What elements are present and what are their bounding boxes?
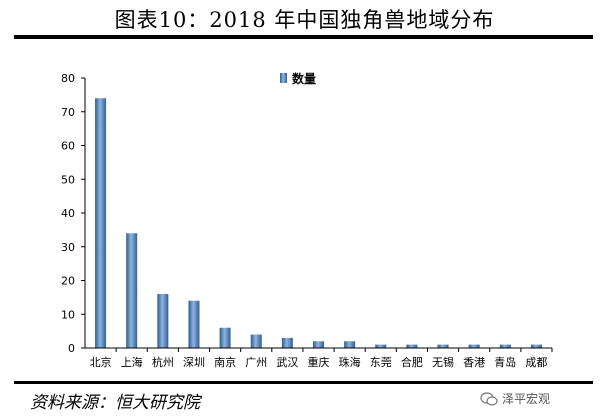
legend-swatch — [280, 73, 287, 83]
y-tick-label: 50 — [61, 173, 75, 186]
bar-北京 — [95, 98, 107, 348]
top-rule — [14, 35, 593, 39]
bar-上海 — [126, 233, 138, 348]
x-tick-label: 深圳 — [183, 356, 205, 369]
x-tick-label: 东莞 — [370, 356, 392, 369]
x-tick-label: 合肥 — [401, 355, 423, 369]
y-tick-label: 60 — [61, 140, 75, 153]
bar-重庆 — [313, 341, 324, 348]
source-note: 资料来源：恒大研究院 — [30, 393, 200, 413]
x-tick-label: 南京 — [214, 355, 236, 369]
bar-杭州 — [157, 294, 169, 348]
legend: 数量 — [280, 71, 316, 86]
bars — [95, 98, 542, 348]
x-tick-label: 重庆 — [308, 355, 330, 369]
y-tick-label: 40 — [61, 207, 75, 220]
bar-chart: 0 10 20 30 40 50 60 70 80 北京 上海 杭州 深圳 南京 广州 武汉 重庆 珠海 东莞 合肥… — [61, 71, 553, 369]
chart-title: 图表10：2018 年中国独角兽地域分布 — [114, 8, 495, 32]
y-axis: 0 10 20 30 40 50 60 70 80 — [61, 72, 86, 355]
x-tick-label: 北京 — [90, 355, 112, 369]
x-tick-label: 青岛 — [494, 355, 516, 369]
watermark: 泽平宏观 — [480, 390, 550, 407]
legend-label: 数量 — [292, 71, 316, 86]
x-axis: 北京 上海 杭州 深圳 南京 广州 武汉 重庆 珠海 东莞 合肥 无锡 香港 青岛 成都 — [85, 347, 553, 369]
y-tick-label: 20 — [61, 275, 75, 288]
bar-无锡 — [437, 344, 449, 348]
bar-香港 — [468, 344, 480, 348]
bar-深圳 — [188, 300, 200, 348]
x-tick-label: 上海 — [121, 355, 143, 369]
x-tick-label: 无锡 — [432, 355, 454, 369]
y-tick-label: 70 — [61, 106, 75, 119]
y-tick-label: 30 — [61, 241, 75, 254]
bottom-rule — [14, 381, 593, 384]
x-tick-label: 香港 — [463, 356, 485, 369]
x-tick-label: 杭州 — [152, 355, 174, 369]
bar-成都 — [530, 344, 542, 348]
y-tick-label: 80 — [61, 72, 75, 85]
y-tick-label: 10 — [61, 308, 75, 321]
x-tick-label: 成都 — [525, 356, 547, 369]
x-tick-label: 武汉 — [276, 356, 298, 369]
bar-合肥 — [406, 344, 418, 348]
bar-南京 — [219, 327, 231, 348]
bar-广州 — [250, 334, 262, 348]
bar-珠海 — [344, 341, 356, 348]
x-tick-label: 珠海 — [339, 355, 361, 369]
bar-武汉 — [281, 337, 293, 348]
wechat-icon — [480, 391, 498, 406]
y-tick-label: 0 — [68, 342, 75, 355]
bar-东莞 — [375, 344, 387, 348]
watermark-text: 泽平宏观 — [502, 392, 551, 406]
bar-青岛 — [499, 344, 511, 348]
x-tick-label: 广州 — [245, 356, 267, 369]
